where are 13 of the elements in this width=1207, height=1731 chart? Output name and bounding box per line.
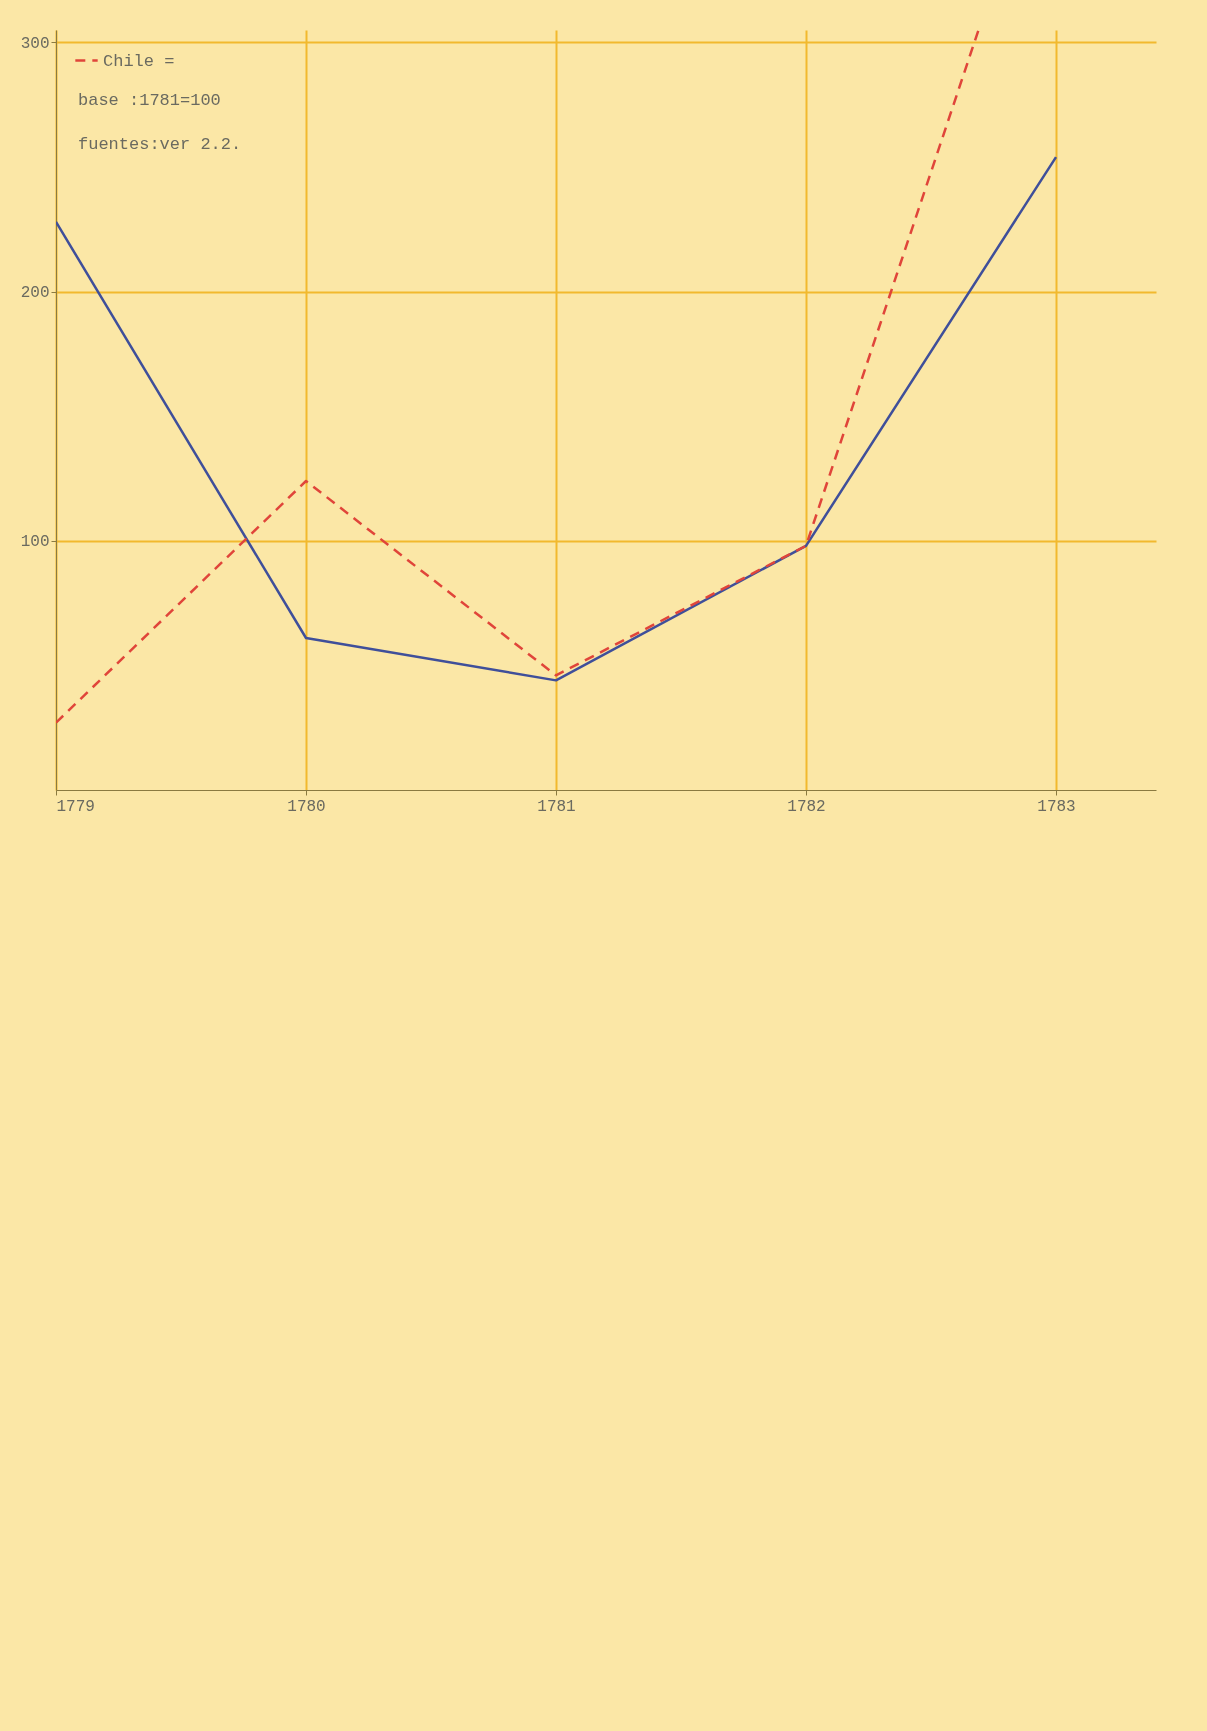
line-series [56, 155, 1058, 682]
legend-label: Chile = [103, 51, 175, 71]
y-tick-label: 200 [20, 284, 50, 303]
x-tick-label: 1781 [537, 797, 576, 816]
annotation: fuentes:ver 2.2. [78, 135, 242, 154]
x-tick-label: 1780 [287, 797, 326, 816]
y-tick-label: 300 [20, 34, 50, 53]
x-tick-label: 1782 [787, 797, 826, 816]
x-tick-label: 1779 [56, 797, 95, 816]
annotation: base :1781=100 [78, 91, 221, 110]
line-series [56, 30, 980, 724]
y-tick-label: 100 [20, 533, 50, 552]
x-tick-label: 1783 [1037, 797, 1076, 816]
